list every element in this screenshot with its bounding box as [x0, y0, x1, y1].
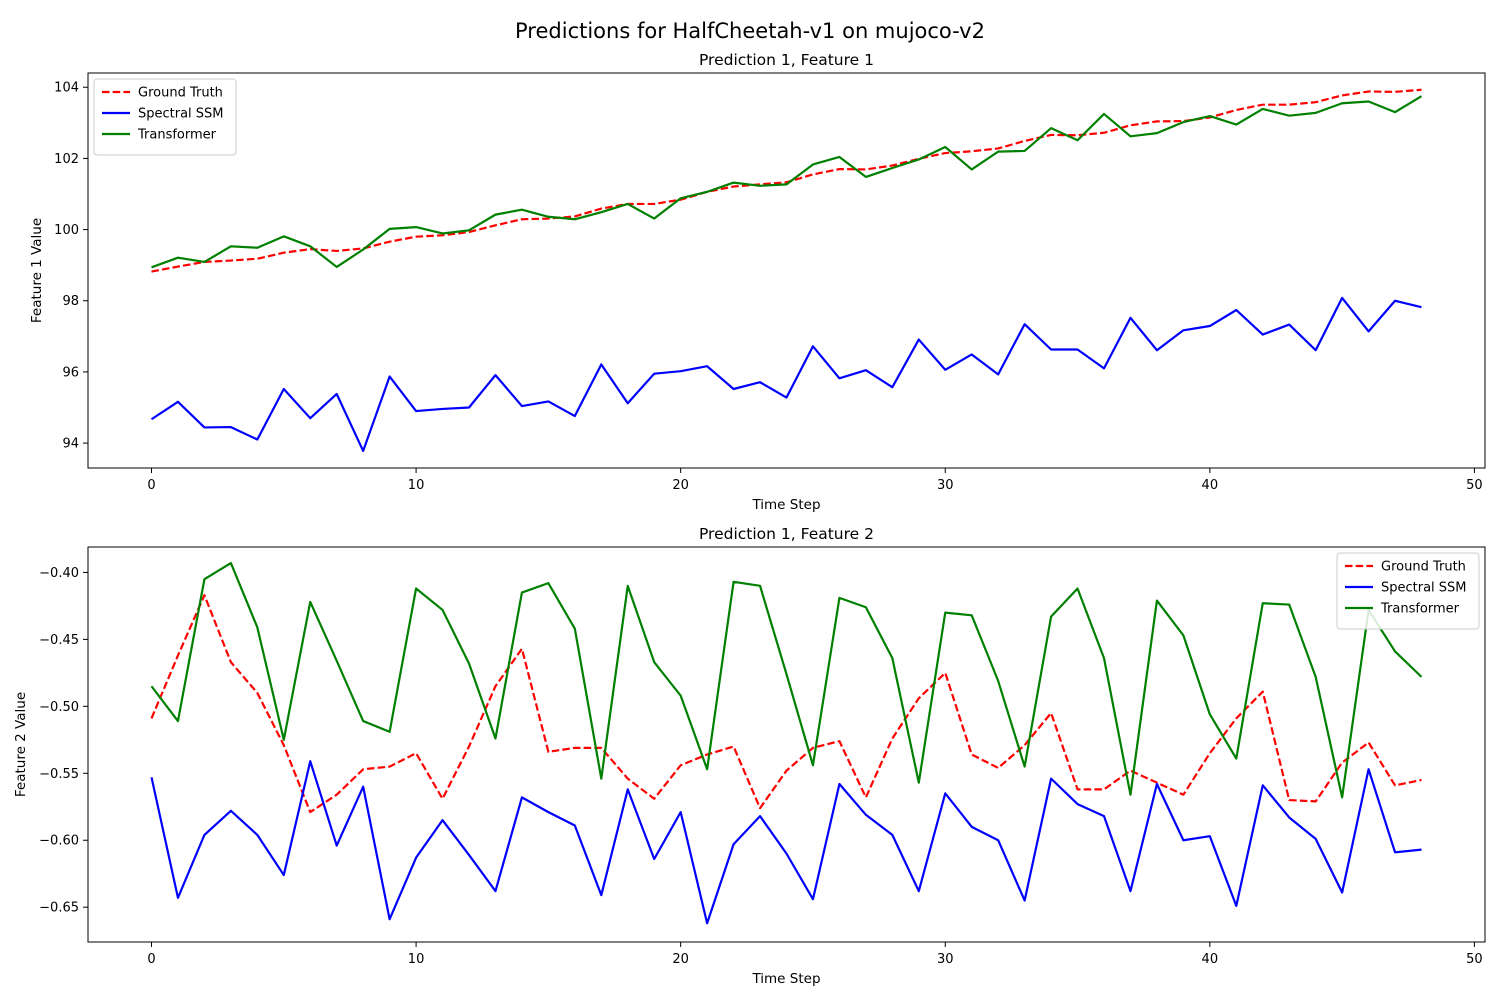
legend: Ground Truth Spectral SSM Transformer [93, 78, 237, 156]
series-line-ground-truth [150, 594, 1422, 814]
chart-title: Prediction 1, Feature 2 [699, 525, 874, 543]
legend-box [1336, 552, 1480, 630]
y-tick-label: −0.55 [39, 767, 79, 782]
y-tick-label: 94 [62, 437, 79, 452]
y-axis-label: Feature 2 Value [13, 692, 29, 797]
legend: Ground Truth Spectral SSM Transformer [1336, 552, 1480, 630]
series-line-spectral-ssm [150, 760, 1422, 925]
legend-box [93, 78, 237, 156]
y-tick-label: 98 [62, 294, 79, 309]
x-tick-label: 50 [1466, 478, 1483, 493]
plot-frame [87, 72, 1486, 469]
x-tick-label: 0 [147, 952, 155, 967]
series-line-spectral-ssm [150, 296, 1422, 453]
legend-label: Spectral SSM [138, 107, 224, 122]
x-tick-label: 40 [1202, 478, 1219, 493]
chart-title: Prediction 1, Feature 1 [699, 51, 874, 69]
legend-label: Ground Truth [1381, 560, 1466, 575]
legend-label: Transformer [1380, 602, 1460, 617]
y-tick-label: −0.60 [39, 834, 79, 849]
y-tick-label: −0.40 [39, 566, 79, 581]
x-tick-label: 0 [147, 478, 155, 493]
y-tick-label: 104 [54, 81, 79, 96]
y-tick-label: −0.50 [39, 700, 79, 715]
series-line-ground-truth [151, 88, 1422, 273]
y-tick-label: 102 [54, 152, 79, 167]
legend-label: Transformer [137, 128, 217, 143]
x-axis-label: Time Step [751, 971, 820, 987]
x-tick-label: 10 [408, 478, 425, 493]
y-tick-label: −0.65 [39, 901, 79, 916]
x-tick-label: 10 [408, 952, 425, 967]
legend-label: Ground Truth [138, 86, 223, 101]
series-line-transformer [151, 95, 1423, 269]
chart-1: Prediction 1, Feature 1 0 10 20 30 40 50 94 96 98… [29, 51, 1486, 513]
figure-title: Predictions for HalfCheetah-v1 on mujoco… [515, 19, 985, 43]
series-line-transformer [150, 561, 1423, 799]
x-tick-label: 20 [672, 952, 689, 967]
y-axis-label: Feature 1 Value [29, 218, 45, 323]
y-tick-label: 100 [54, 223, 79, 238]
x-tick-label: 30 [937, 952, 954, 967]
x-tick-label: 30 [937, 478, 954, 493]
x-tick-label: 20 [672, 478, 689, 493]
chart-2: Prediction 1, Feature 2 0 10 20 30 40 50 −0.40 −… [13, 525, 1486, 987]
legend-label: Spectral SSM [1381, 581, 1467, 596]
plot-frame [87, 546, 1486, 943]
x-tick-label: 40 [1202, 952, 1219, 967]
y-tick-label: 96 [62, 365, 79, 380]
y-tick-label: −0.45 [39, 633, 79, 648]
x-tick-label: 50 [1466, 952, 1483, 967]
x-axis-label: Time Step [751, 497, 820, 513]
